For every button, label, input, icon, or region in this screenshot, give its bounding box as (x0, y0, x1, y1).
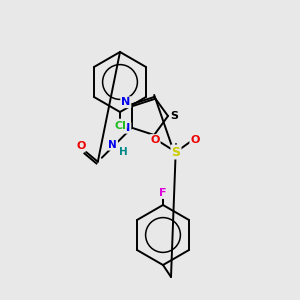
Text: S: S (172, 146, 181, 158)
Text: S: S (170, 111, 178, 121)
Text: O: O (76, 141, 86, 151)
Text: H: H (119, 147, 128, 157)
Text: N: N (121, 97, 130, 107)
Text: F: F (159, 188, 167, 198)
Text: O: O (190, 135, 200, 145)
Text: N: N (108, 140, 117, 150)
Text: Cl: Cl (114, 121, 126, 131)
Text: N: N (121, 123, 130, 133)
Text: O: O (150, 135, 160, 145)
